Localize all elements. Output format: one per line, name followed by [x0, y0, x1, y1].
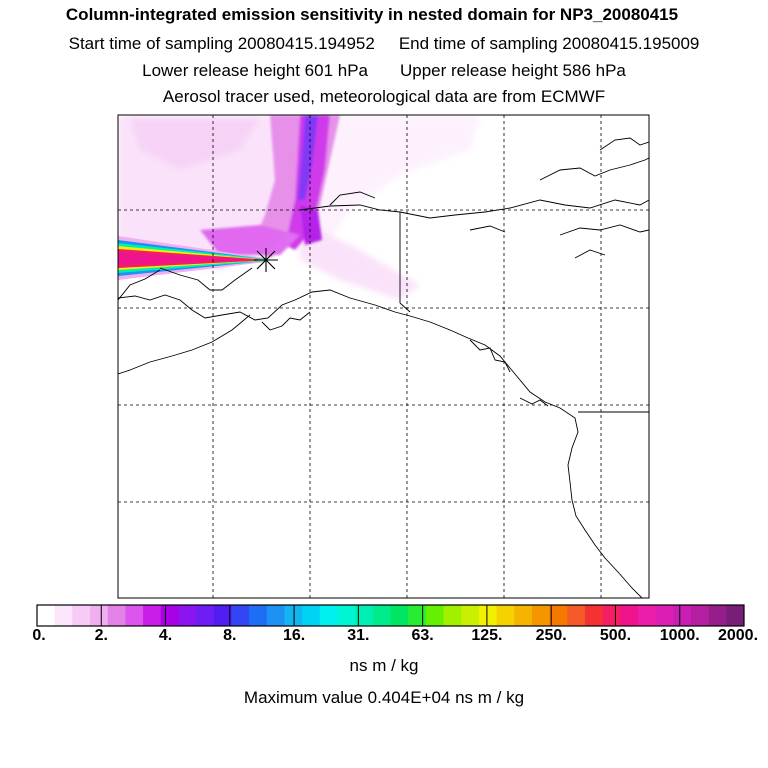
colorbar-cell [708, 605, 727, 626]
max-value-label: Maximum value 0.404E+04 ns m / kg [243, 688, 525, 707]
colorbar-cell [673, 605, 692, 626]
start-time-label: Start time of sampling 20080415.194952 [68, 34, 375, 53]
colorbar-cell [620, 605, 639, 626]
colorbar-cell [90, 605, 109, 626]
colorbar-cell [160, 605, 179, 626]
colorbar-tick-label: 125. [471, 627, 503, 644]
map-panel [117, 114, 650, 599]
colorbar-cell [302, 605, 321, 626]
coastlines [118, 137, 649, 598]
colorbar-tick-label: 16. [282, 627, 306, 644]
colorbar-cell [372, 605, 391, 626]
colorbar-cell [213, 605, 232, 626]
colorbar-units: ns m / kg [349, 656, 419, 675]
colorbar-dividers [100, 605, 681, 626]
colorbar-frame [36, 604, 745, 627]
release-point-star [254, 248, 278, 272]
colorbar-cell [319, 605, 338, 626]
colorbar-cell [231, 605, 250, 626]
colorbar-cells [37, 605, 745, 626]
colorbar-cell [443, 605, 462, 626]
sensitivity-field-moderate [200, 115, 340, 258]
colorbar-cell [496, 605, 515, 626]
colorbar-tick-label: 1000. [659, 627, 700, 644]
colorbar-cell [690, 605, 710, 626]
colorbar-cell [637, 605, 657, 626]
colorbar-cell [107, 605, 126, 626]
end-time-label: End time of sampling 20080415.195009 [398, 34, 700, 53]
colorbar-cell [266, 605, 285, 626]
lower-height-label: Lower release height 601 hPa [142, 61, 368, 80]
colorbar-cell [726, 605, 745, 626]
colorbar-tick-label: 250. [535, 627, 567, 644]
colorbar-cell [425, 605, 444, 626]
colorbar-cell [655, 605, 674, 626]
colorbar-cell [54, 605, 73, 626]
figure-title: Column-integrated emission sensitivity i… [65, 5, 679, 24]
sampling-times: Start time of sampling 20080415.194952 En… [0, 34, 768, 54]
colorbar-cell [390, 605, 409, 626]
colorbar-cell [284, 605, 303, 626]
colorbar-cell [37, 605, 56, 626]
colorbar-tick-label: 8. [223, 627, 237, 644]
colorbar-cell [567, 605, 586, 626]
release-heights: Lower release height 601 hPa Upper releas… [0, 61, 768, 81]
upper-height-label: Upper release height 586 hPa [400, 61, 626, 80]
colorbar-cell [584, 605, 603, 626]
borders [399, 212, 649, 413]
colorbar-tick-label: 4. [158, 627, 173, 644]
colorbar-cell [178, 605, 197, 626]
colorbar-cell [531, 605, 550, 626]
colorbar-cell [196, 605, 215, 626]
colorbar-cell [461, 605, 480, 626]
graticule [118, 115, 649, 598]
colorbar-cell [602, 605, 621, 626]
colorbar-cell [408, 605, 427, 626]
colorbar-cell [143, 605, 162, 626]
colorbar-tick-label: 0. [32, 627, 46, 644]
colorbar-tick-label: 2. [94, 627, 108, 644]
colorbar-cell [355, 605, 374, 626]
colorbar-tick-label: 63. [411, 627, 434, 644]
colorbar-tick-label: 500. [599, 627, 632, 644]
colorbar-cell [72, 605, 91, 626]
colorbar-cell [478, 605, 497, 626]
map-frame [117, 114, 650, 599]
colorbar-cell [337, 605, 356, 626]
colorbar-cell [249, 605, 268, 626]
colorbar-tick-label: 2000. [717, 627, 759, 644]
colorbar-cell [514, 605, 533, 626]
colorbar-cell [549, 605, 568, 626]
colorbar-cell [125, 605, 144, 626]
sensitivity-trail [118, 236, 265, 280]
colorbar-tick-label: 31. [347, 627, 370, 644]
tracer-info: Aerosol tracer used, meteorological data… [162, 87, 606, 106]
colorbar [36, 604, 745, 627]
